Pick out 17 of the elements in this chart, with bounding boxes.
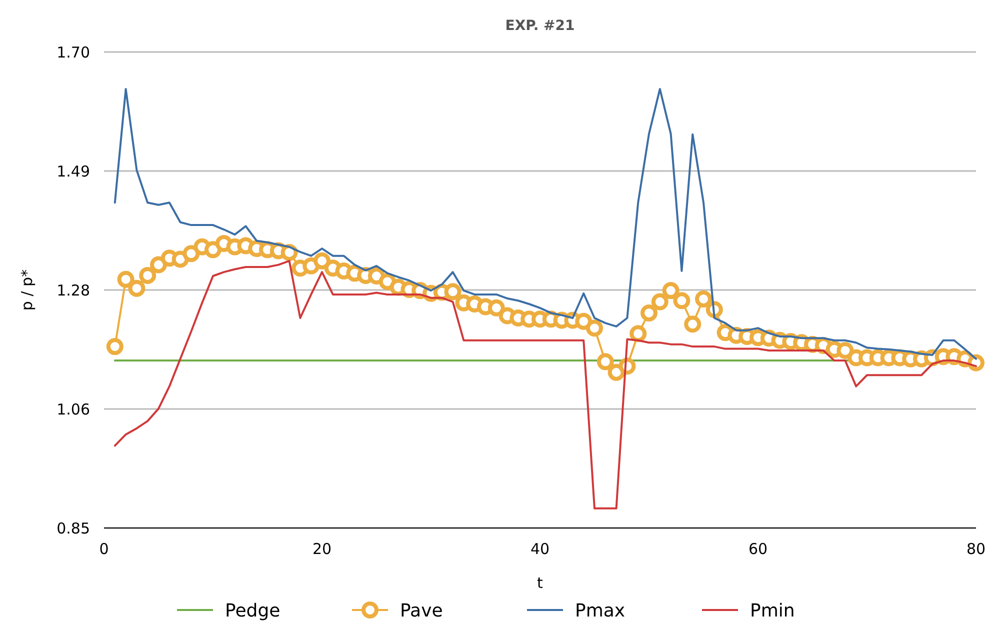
x-tick-label: 60 bbox=[748, 540, 768, 558]
chart-title: EXP. #21 bbox=[505, 18, 575, 34]
x-tick-label: 20 bbox=[312, 540, 332, 558]
y-axis-title: p / p* bbox=[18, 268, 36, 311]
y-tick-label: 1.70 bbox=[56, 43, 90, 62]
legend-label: Pmin bbox=[750, 600, 795, 622]
y-tick-label: 1.49 bbox=[56, 162, 90, 180]
legend-label: Pmax bbox=[575, 600, 626, 622]
x-tick-label: 40 bbox=[530, 540, 550, 558]
x-tick-label: 80 bbox=[966, 540, 986, 558]
y-tick-label: 1.06 bbox=[56, 400, 90, 418]
x-axis-title: t bbox=[537, 574, 544, 592]
y-tick-label: 1.28 bbox=[56, 281, 90, 300]
legend-label: Pave bbox=[400, 600, 443, 622]
x-tick-label: 0 bbox=[99, 540, 109, 558]
legend-label: Pedge bbox=[225, 600, 280, 622]
y-tick-label: 0.85 bbox=[56, 519, 90, 538]
